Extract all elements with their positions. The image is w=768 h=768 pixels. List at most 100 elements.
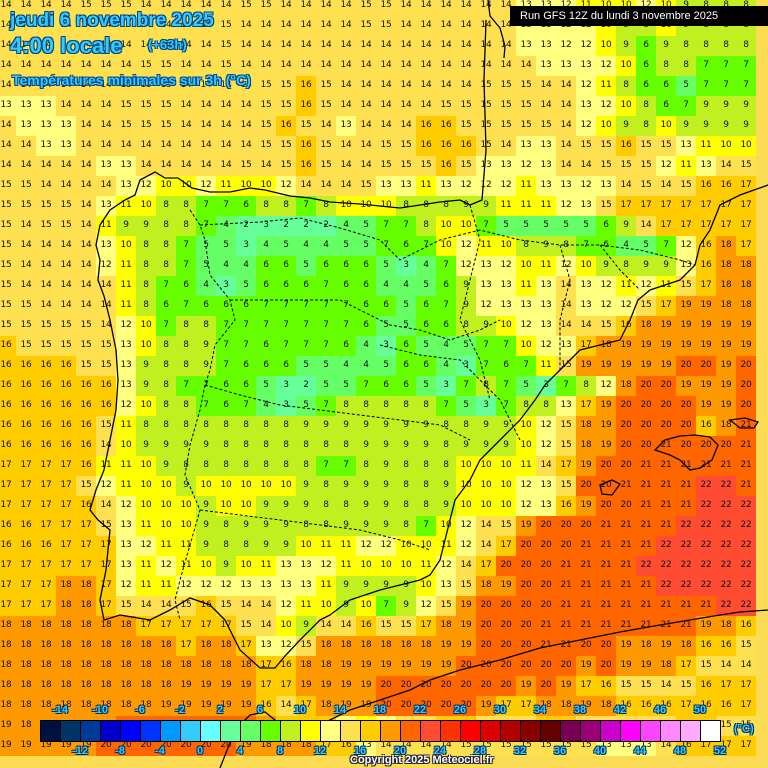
grid-cell [556, 76, 576, 96]
grid-cell [436, 0, 456, 16]
grid-cell [636, 76, 656, 96]
colorbar-bottom-label: 32 [513, 745, 527, 757]
grid-cell [116, 76, 136, 96]
grid-cell [276, 136, 296, 156]
grid-cell [676, 76, 696, 96]
grid-cell [476, 36, 496, 56]
grid-cell [76, 136, 96, 156]
grid-cell [76, 0, 96, 16]
grid-cell [0, 56, 16, 76]
grid-cell [256, 136, 276, 156]
colorbar-swatch [81, 721, 101, 741]
grid-cell [516, 36, 536, 56]
colorbar-swatch [121, 721, 141, 741]
colorbar-swatch [221, 721, 241, 741]
grid-cell [296, 16, 316, 36]
colorbar-bottom-label: -12 [72, 745, 88, 757]
grid-cell [316, 116, 336, 136]
colorbar-top-label: 50 [693, 704, 707, 716]
grid-cell [136, 36, 156, 56]
colorbar-swatch [701, 721, 720, 741]
grid-cell [736, 56, 756, 76]
grid-cell [236, 36, 256, 56]
grid-cell [96, 0, 116, 16]
grid-cell [76, 16, 96, 36]
run-label: Run GFS 12Z du lundi 3 novembre 2025 [510, 6, 768, 26]
grid-cell [0, 116, 16, 136]
grid-cell [216, 56, 236, 76]
colorbar-swatch [501, 721, 521, 741]
grid-cell [96, 96, 116, 116]
colorbar-swatch [541, 721, 561, 741]
grid-cell [0, 36, 16, 56]
grid-cell [516, 96, 536, 116]
colorbar-bottom-label: -4 [155, 745, 165, 757]
grid-cell [696, 56, 716, 76]
grid-cell [396, 96, 416, 116]
grid-cell [316, 16, 336, 36]
grid-cell [636, 116, 656, 136]
grid-cell [216, 76, 236, 96]
grid-cell [596, 116, 616, 136]
grid-cell [536, 76, 556, 96]
grid-cell [176, 56, 196, 76]
grid-cell [416, 0, 436, 16]
grid-cell [496, 36, 516, 56]
grid-cell [76, 36, 96, 56]
colorbar-swatch [361, 721, 381, 741]
grid-cell [56, 56, 76, 76]
grid-cell [176, 0, 196, 16]
grid-cell [136, 136, 156, 156]
grid-cell [656, 116, 676, 136]
grid-cell [476, 96, 496, 116]
grid-cell [456, 36, 476, 56]
grid-cell [576, 116, 596, 136]
grid-cell [0, 96, 16, 116]
grid-cell [496, 116, 516, 136]
colorbar-bottom-label: 12 [313, 745, 327, 757]
grid-cell [116, 116, 136, 136]
grid-cell [656, 56, 676, 76]
grid-cell [36, 36, 56, 56]
colorbar-swatch [641, 721, 661, 741]
forecast-date: jeudi 6 novembre 2025 [10, 10, 214, 31]
colorbar-swatch [61, 721, 81, 741]
colorbar-swatch [441, 721, 461, 741]
grid-cell [176, 136, 196, 156]
grid-cell [96, 16, 116, 36]
grid-cell [456, 56, 476, 76]
grid-cell [0, 16, 16, 36]
grid-cell [216, 0, 236, 16]
grid-cell [436, 16, 456, 36]
grid-cell [336, 116, 356, 136]
grid-cell [396, 56, 416, 76]
grid-cell [396, 76, 416, 96]
grid-cell [396, 36, 416, 56]
colorbar-swatch [521, 721, 541, 741]
grid-cell [96, 76, 116, 96]
grid-cell [216, 96, 236, 116]
colorbar-top-label: 10 [293, 704, 307, 716]
grid-cell [356, 0, 376, 16]
colorbar-bottom-label: 48 [673, 745, 687, 757]
colorbar-legend [40, 720, 721, 742]
grid-cell [116, 96, 136, 116]
grid-cell [596, 56, 616, 76]
grid-cell [76, 96, 96, 116]
grid-cell [136, 116, 156, 136]
grid-cell [156, 136, 176, 156]
grid-cell [56, 116, 76, 136]
grid-cell [356, 16, 376, 36]
grid-cell [16, 96, 36, 116]
grid-cell [156, 76, 176, 96]
grid-cell [196, 36, 216, 56]
grid-cell [296, 36, 316, 56]
grid-cell [556, 116, 576, 136]
grid-cell [436, 56, 456, 76]
grid-cell [156, 16, 176, 36]
grid-cell [296, 96, 316, 116]
grid-cell [336, 36, 356, 56]
grid-cell [176, 16, 196, 36]
grid-cell [496, 76, 516, 96]
